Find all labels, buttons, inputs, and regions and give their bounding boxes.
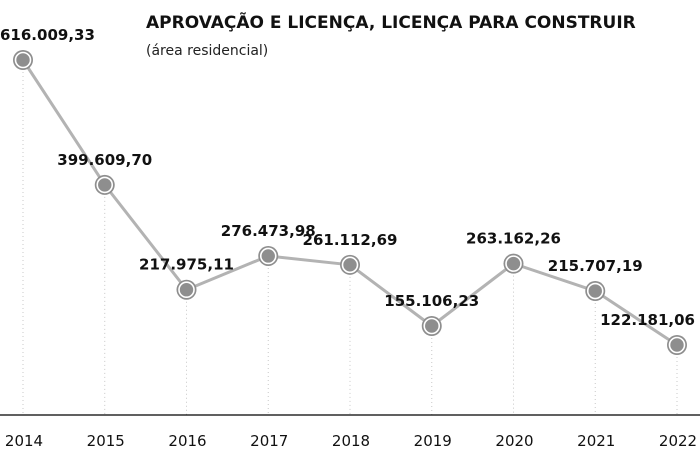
gridlines [22,72,678,415]
marker-ring [505,255,522,272]
marker-inner [589,285,602,298]
series-line [21,59,678,347]
data-point [258,245,279,266]
marker-inner [671,339,683,351]
data-point [340,254,360,275]
data-point [585,281,606,302]
data-label: 263.162,26 [466,230,561,248]
data-point [421,315,442,336]
marker-inner [425,319,438,332]
marker-inner [17,54,29,66]
data-label: 217.975,11 [139,256,234,274]
marker-ring [423,317,441,335]
chart-subtitle: (área residencial) [146,43,268,59]
data-point [503,253,524,274]
marker-ring [259,247,277,265]
x-tick-label: 2019 [414,432,452,450]
x-tick-label: 2014 [5,432,43,450]
data-label: 261.112,69 [303,231,398,249]
chart-title: APROVAÇÃO E LICENÇA, LICENÇA PARA CONSTR… [146,10,636,33]
x-tick-label: 2017 [250,432,288,450]
marker-ring [96,176,114,194]
marker-inner [262,249,275,262]
data-label: 616.009,33 [0,26,95,44]
data-label: 122.181,06 [600,311,695,329]
x-tick-label: 2016 [168,432,206,450]
data-label: 215.707,19 [548,257,643,275]
x-tick-label: 2022 [659,432,697,450]
x-tick-label: 2018 [332,432,370,450]
marker-ring [668,336,686,354]
x-tick-labels: 2014 2015 2016 2017 2018 2019 2020 2021 2022 [5,432,697,450]
data-label: 399.609,70 [57,151,152,169]
marker-ring [14,51,32,69]
marker-ring [586,282,604,300]
data-point [94,174,115,195]
data-point [176,279,197,300]
marker-inner [98,178,111,191]
marker-ring [341,256,359,274]
marker-inner [344,258,356,271]
data-point [13,50,33,70]
data-label: 276.473,98 [221,222,316,240]
data-point [667,335,687,355]
marker-ring [178,281,195,299]
data-label: 155.106,23 [384,292,479,310]
x-tick-label: 2021 [577,432,615,450]
x-tick-label: 2015 [87,432,125,450]
series-group [13,50,687,355]
x-tick-label: 2020 [495,432,533,450]
marker-inner [507,257,520,270]
data-labels: 616.009,33 399.609,70 217.975,11 276.473,98… [0,26,695,329]
marker-inner [180,283,193,296]
